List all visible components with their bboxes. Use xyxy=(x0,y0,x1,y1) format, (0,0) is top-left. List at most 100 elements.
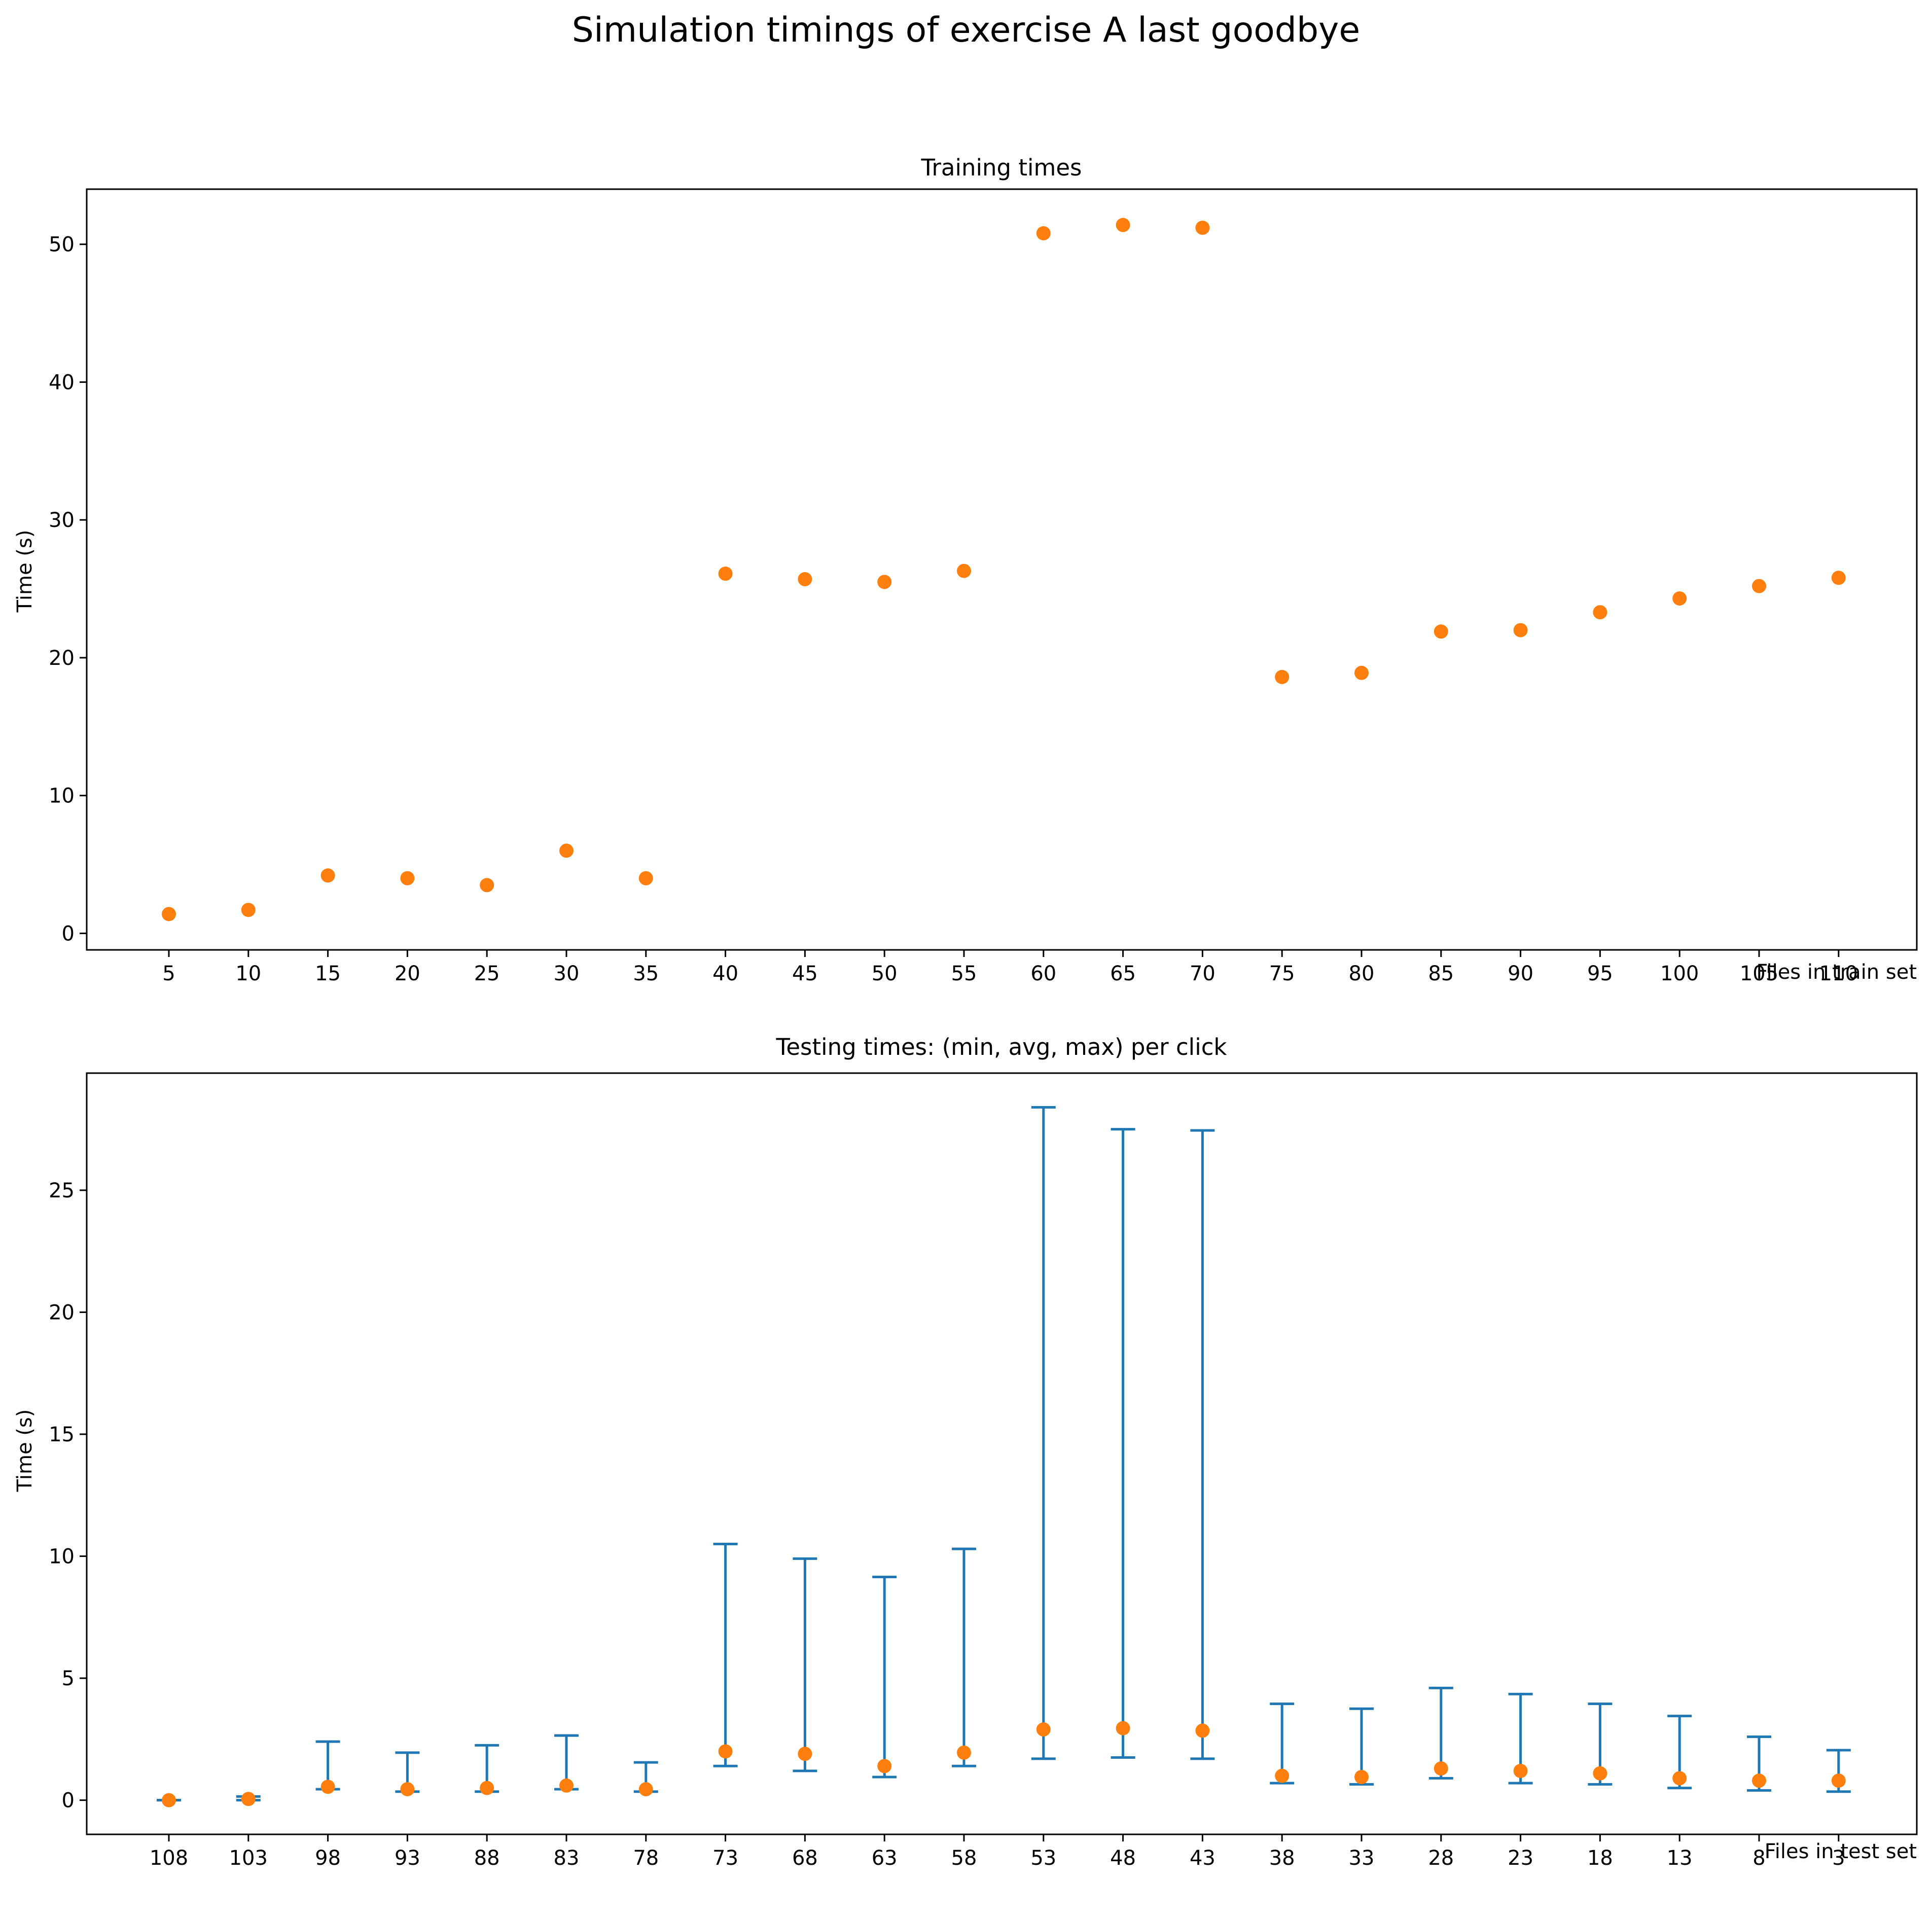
training-x-tick-label: 60 xyxy=(1030,962,1056,985)
training-x-tick-label: 105 xyxy=(1740,962,1778,985)
training-data-point xyxy=(241,903,256,917)
training-data-point xyxy=(1116,218,1130,232)
testing-times-panel: Testing times: (min, avg, max) per click… xyxy=(13,1034,1918,1870)
testing-y-tick-label: 20 xyxy=(49,1301,75,1324)
testing-x-tick-label: 103 xyxy=(229,1847,268,1870)
testing-data-point xyxy=(1116,1721,1130,1735)
training-y-ticks: 0 10 20 30 40 50 xyxy=(49,233,87,945)
training-x-tick-label: 75 xyxy=(1269,962,1295,985)
training-data-points xyxy=(162,218,1846,921)
training-data-point xyxy=(718,566,733,581)
testing-data-points xyxy=(162,1721,1846,1807)
training-y-tick-label: 30 xyxy=(49,509,75,532)
training-axes-frame xyxy=(86,188,1918,951)
training-data-point xyxy=(957,563,971,578)
training-times-panel: Training times Files in train set Time (… xyxy=(13,154,1918,985)
testing-x-tick-label: 88 xyxy=(474,1847,500,1870)
testing-y-tick-label: 0 xyxy=(62,1789,75,1813)
testing-data-point xyxy=(241,1792,256,1806)
testing-data-point xyxy=(877,1759,892,1773)
testing-data-point xyxy=(320,1780,335,1794)
testing-x-tick-label: 43 xyxy=(1190,1847,1215,1870)
testing-data-point xyxy=(1434,1761,1448,1776)
training-x-tick-label: 20 xyxy=(395,962,420,985)
testing-x-tick-label: 13 xyxy=(1667,1847,1693,1870)
testing-data-point xyxy=(798,1747,812,1761)
training-data-point xyxy=(1036,226,1051,240)
testing-data-point xyxy=(1831,1773,1846,1788)
testing-data-point xyxy=(559,1778,574,1793)
training-data-point xyxy=(638,871,653,885)
testing-x-tick-label: 58 xyxy=(951,1847,977,1870)
training-data-point xyxy=(1275,669,1290,684)
testing-data-point xyxy=(957,1745,971,1760)
training-x-tick-label: 65 xyxy=(1110,962,1136,985)
training-data-point xyxy=(162,907,176,921)
training-data-point xyxy=(320,868,335,883)
testing-data-point xyxy=(162,1793,176,1807)
training-x-tick-label: 50 xyxy=(872,962,898,985)
training-y-tick-label: 50 xyxy=(49,233,75,257)
testing-y-ticks: 0 5 10 15 20 25 xyxy=(49,1179,87,1813)
testing-x-tick-label: 83 xyxy=(554,1847,580,1870)
training-y-tick-label: 10 xyxy=(49,785,75,808)
training-x-tick-label: 110 xyxy=(1819,962,1858,985)
testing-x-tick-label: 63 xyxy=(872,1847,898,1870)
testing-times-title: Testing times: (min, avg, max) per click xyxy=(776,1034,1227,1060)
testing-x-tick-label: 78 xyxy=(633,1847,659,1870)
training-x-tick-label: 5 xyxy=(162,962,175,985)
testing-data-point xyxy=(1513,1763,1528,1778)
testing-x-tick-label: 33 xyxy=(1349,1847,1375,1870)
training-x-tick-label: 30 xyxy=(554,962,580,985)
testing-x-tick-label: 48 xyxy=(1110,1847,1136,1870)
testing-data-point xyxy=(480,1781,494,1795)
training-x-tick-label: 70 xyxy=(1190,962,1215,985)
testing-x-tick-label: 73 xyxy=(712,1847,738,1870)
training-y-tick-label: 40 xyxy=(49,371,75,394)
testing-data-point xyxy=(1036,1722,1051,1737)
testing-y-tick-label: 10 xyxy=(49,1545,75,1569)
training-data-point xyxy=(1831,571,1846,585)
training-data-point xyxy=(400,871,415,885)
testing-x-tick-label: 53 xyxy=(1030,1847,1056,1870)
testing-x-tick-label: 93 xyxy=(395,1847,420,1870)
training-data-point xyxy=(877,575,892,589)
training-x-tick-label: 10 xyxy=(235,962,261,985)
testing-y-tick-label: 25 xyxy=(49,1179,75,1202)
training-x-tick-label: 85 xyxy=(1428,962,1454,985)
training-data-point xyxy=(1752,579,1766,593)
testing-x-tick-label: 28 xyxy=(1428,1847,1454,1870)
training-x-axis-label: Files in train set xyxy=(1756,961,1917,984)
testing-data-point xyxy=(1275,1768,1290,1783)
training-x-tick-label: 15 xyxy=(315,962,341,985)
training-x-tick-label: 90 xyxy=(1508,962,1533,985)
testing-x-tick-label: 23 xyxy=(1508,1847,1533,1870)
training-data-point xyxy=(1672,591,1687,606)
training-data-point xyxy=(1195,221,1210,235)
training-x-ticks: 5 10 15 20 25 30 35 40 45 50 55 60 65 70 75 80 85 90 95 100… xyxy=(162,950,1858,985)
testing-error-bars xyxy=(157,1106,1851,1802)
training-data-point xyxy=(1354,665,1369,680)
testing-y-axis-label: Time (s) xyxy=(13,1409,37,1493)
testing-data-point xyxy=(718,1744,733,1759)
training-data-point xyxy=(480,878,494,893)
training-data-point xyxy=(1513,623,1528,637)
training-x-tick-label: 95 xyxy=(1587,962,1613,985)
training-x-tick-label: 55 xyxy=(951,962,977,985)
training-x-tick-label: 45 xyxy=(792,962,818,985)
testing-data-point xyxy=(1672,1771,1687,1786)
training-data-point xyxy=(1434,624,1448,639)
testing-data-point xyxy=(400,1782,415,1796)
training-data-point xyxy=(1593,605,1607,620)
testing-x-ticks: 108 103 98 93 88 83 78 73 68 63 58 53 48 43 38 33 28 23 18… xyxy=(150,1834,1845,1870)
training-data-point xyxy=(798,572,812,587)
testing-x-axis-label: Files in test set xyxy=(1765,1840,1917,1863)
testing-data-point xyxy=(1752,1773,1766,1788)
testing-x-tick-label: 98 xyxy=(315,1847,341,1870)
training-y-tick-label: 20 xyxy=(49,647,75,670)
training-x-tick-label: 100 xyxy=(1660,962,1699,985)
testing-axes-frame xyxy=(86,1072,1918,1835)
training-x-tick-label: 25 xyxy=(474,962,500,985)
testing-x-tick-label: 8 xyxy=(1752,1847,1765,1870)
